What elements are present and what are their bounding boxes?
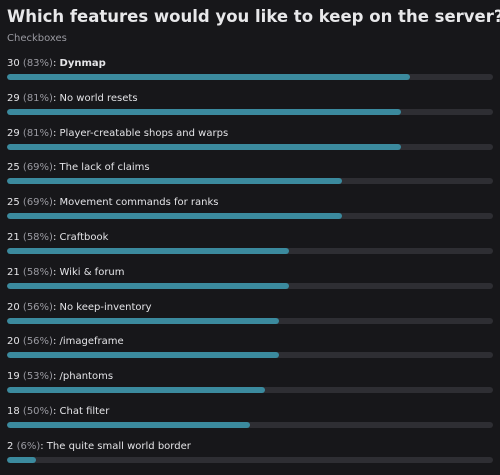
option-label: Wiki & forum bbox=[59, 266, 125, 278]
option-label: The lack of claims bbox=[59, 162, 150, 174]
result-bar-fill bbox=[7, 143, 401, 150]
vote-percent: (58%) bbox=[22, 266, 53, 278]
poll-options-list: 30 (83%): Dynmap 29 (81%): No world rese… bbox=[7, 57, 493, 475]
result-bar-fill bbox=[7, 74, 411, 80]
result-bar-fill bbox=[7, 456, 37, 463]
vote-percent: (58%) bbox=[22, 231, 53, 243]
vote-count: 30 bbox=[7, 58, 20, 69]
poll-option-text: 19 (53%): /phantoms bbox=[7, 371, 114, 383]
vote-percent: (53%) bbox=[22, 371, 53, 383]
vote-percent: (81%) bbox=[22, 127, 53, 139]
vote-count: 21 bbox=[7, 231, 20, 243]
option-label: Player-creatable shops and warps bbox=[59, 127, 229, 139]
result-bar-track bbox=[7, 317, 493, 324]
poll-option: 29 (81%): No world resets bbox=[7, 92, 493, 127]
vote-count: 29 bbox=[7, 127, 20, 139]
poll-option-text: 25 (69%): Movement commands for ranks bbox=[7, 197, 219, 209]
poll-results: Which features would you like to keep on… bbox=[7, 6, 500, 475]
vote-count: 25 bbox=[7, 197, 20, 209]
result-bar-track bbox=[7, 108, 493, 115]
result-bar-track bbox=[7, 282, 493, 289]
poll-type-label: Checkboxes bbox=[7, 33, 67, 44]
vote-count: 20 bbox=[7, 301, 20, 313]
result-bar-track bbox=[7, 387, 493, 394]
poll-title: Which features would you like to keep on… bbox=[7, 7, 500, 26]
poll-option-text: 2 (6%): The quite small world border bbox=[7, 440, 191, 452]
poll-option-text: 21 (58%): Wiki & forum bbox=[7, 266, 125, 278]
poll-option: 19 (53%): /phantoms bbox=[7, 370, 493, 405]
vote-count: 20 bbox=[7, 336, 20, 348]
vote-percent: (81%) bbox=[22, 92, 53, 104]
result-bar-track bbox=[7, 74, 493, 80]
vote-percent: (69%) bbox=[22, 162, 53, 174]
option-label: No keep-inventory bbox=[59, 301, 152, 313]
poll-option: 29 (81%): Player-creatable shops and war… bbox=[7, 127, 493, 162]
result-bar-track bbox=[7, 213, 493, 220]
poll-option: 25 (69%): Movement commands for ranks bbox=[7, 196, 493, 231]
poll-option: 20 (56%): /imageframe bbox=[7, 335, 493, 370]
poll-option: 20 (56%): No keep-inventory bbox=[7, 301, 493, 336]
result-bar-track bbox=[7, 178, 493, 185]
poll-option-text: 25 (69%): The lack of claims bbox=[7, 162, 150, 174]
vote-count: 21 bbox=[7, 266, 20, 278]
result-bar-fill bbox=[7, 108, 401, 115]
poll-option-text: 29 (81%): No world resets bbox=[7, 92, 138, 104]
poll-option: 21 (58%): Craftbook bbox=[7, 231, 493, 266]
result-bar-fill bbox=[7, 352, 280, 359]
result-bar-track bbox=[7, 352, 493, 359]
option-label: Dynmap bbox=[59, 58, 106, 69]
result-bar-track bbox=[7, 143, 493, 150]
poll-option: 18 (50%): Chat filter bbox=[7, 405, 493, 440]
poll-option: 21 (58%): Wiki & forum bbox=[7, 266, 493, 301]
vote-count: 2 bbox=[7, 440, 14, 452]
option-label: Chat filter bbox=[59, 405, 110, 417]
vote-percent: (6%) bbox=[16, 440, 41, 452]
result-bar-fill bbox=[7, 178, 343, 185]
vote-count: 18 bbox=[7, 405, 20, 417]
poll-option-text: 30 (83%): Dynmap bbox=[7, 58, 106, 69]
poll-option-text: 20 (56%): /imageframe bbox=[7, 336, 124, 348]
poll-option-text: 18 (50%): Chat filter bbox=[7, 405, 110, 417]
poll-option: 25 (69%): The lack of claims bbox=[7, 161, 493, 196]
vote-count: 19 bbox=[7, 371, 20, 383]
option-label: No world resets bbox=[59, 92, 138, 104]
vote-percent: (83%) bbox=[22, 58, 53, 69]
result-bar-fill bbox=[7, 247, 289, 254]
vote-percent: (56%) bbox=[22, 301, 53, 313]
poll-option: 2 (6%): The quite small world border bbox=[7, 440, 493, 475]
result-bar-track bbox=[7, 247, 493, 254]
result-bar-fill bbox=[7, 213, 343, 220]
option-label: Craftbook bbox=[59, 231, 109, 243]
option-label: The quite small world border bbox=[46, 440, 191, 452]
option-label: /phantoms bbox=[59, 371, 114, 383]
option-label: /imageframe bbox=[59, 336, 124, 348]
poll-option-text: 29 (81%): Player-creatable shops and war… bbox=[7, 127, 229, 139]
result-bar-track bbox=[7, 421, 493, 428]
result-bar-track bbox=[7, 456, 493, 463]
vote-count: 25 bbox=[7, 162, 20, 174]
vote-count: 29 bbox=[7, 92, 20, 104]
result-bar-fill bbox=[7, 317, 280, 324]
result-bar-fill bbox=[7, 282, 289, 289]
vote-percent: (69%) bbox=[22, 197, 53, 209]
result-bar-fill bbox=[7, 387, 265, 394]
vote-percent: (50%) bbox=[22, 405, 53, 417]
result-bar-fill bbox=[7, 421, 250, 428]
poll-option: 30 (83%): Dynmap bbox=[7, 57, 493, 92]
poll-option-text: 21 (58%): Craftbook bbox=[7, 231, 109, 243]
vote-percent: (56%) bbox=[22, 336, 53, 348]
poll-option-text: 20 (56%): No keep-inventory bbox=[7, 301, 152, 313]
option-label: Movement commands for ranks bbox=[59, 197, 219, 209]
